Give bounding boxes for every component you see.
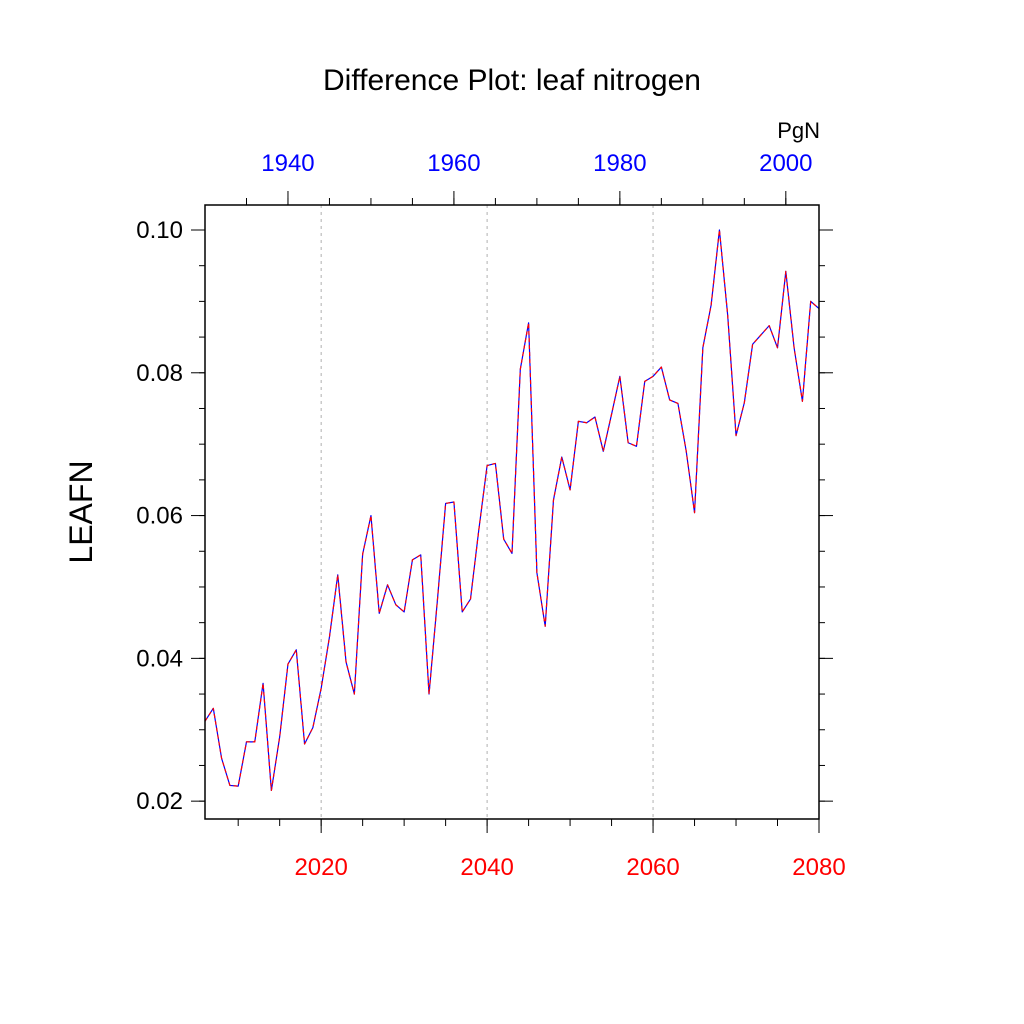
y-axis-label: LEAFN <box>63 460 99 563</box>
x-top-tick-label: 1980 <box>593 150 646 177</box>
series-line-2 <box>204 229 820 792</box>
gridlines <box>320 205 654 819</box>
plot-frame <box>204 204 820 820</box>
units-label: PgN <box>777 118 820 143</box>
x-top-tick-label: 1940 <box>261 150 314 177</box>
y-tick-label: 0.10 <box>136 217 183 244</box>
y-tick-label: 0.08 <box>136 360 183 387</box>
y-tick-label: 0.06 <box>136 503 183 530</box>
series-line-1 <box>204 229 820 792</box>
x-bottom-tick-label: 2060 <box>626 854 679 881</box>
x-bottom-tick-label: 2040 <box>460 854 513 881</box>
y-tick-label: 0.04 <box>136 645 183 672</box>
x-bottom-tick-label: 2080 <box>792 854 845 881</box>
x-bottom-tick-label: 2020 <box>294 854 347 881</box>
x-top-tick-label: 1960 <box>427 150 480 177</box>
x-top-tick-label: 2000 <box>759 150 812 177</box>
y-tick-label: 0.02 <box>136 788 183 815</box>
chart-title: Difference Plot: leaf nitrogen <box>323 64 701 97</box>
data-series <box>204 229 820 792</box>
axes: 0.02 0.04 0.06 0.08 0.10 2020 2040 2060 2080 1940… <box>136 150 845 881</box>
